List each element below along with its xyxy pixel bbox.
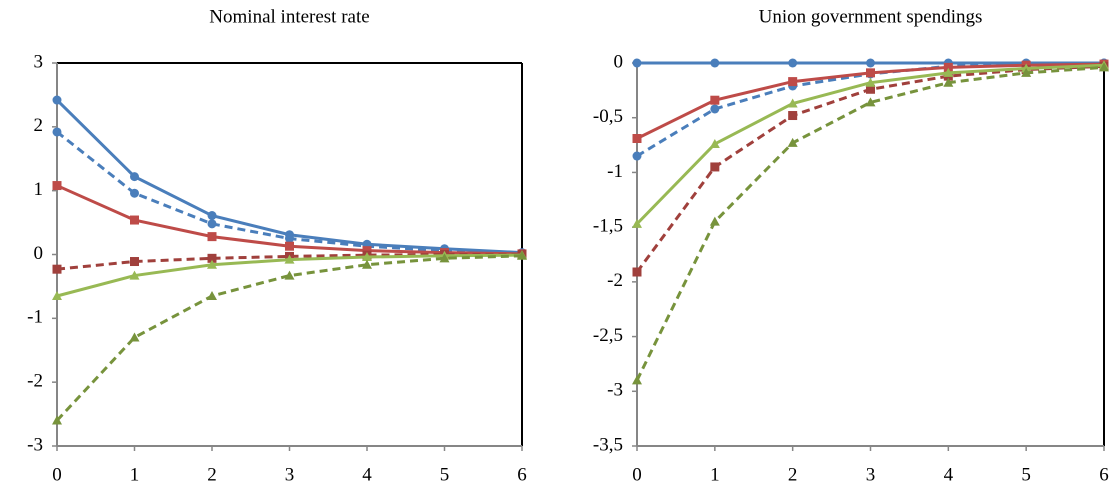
marker bbox=[866, 68, 875, 78]
marker bbox=[866, 84, 875, 94]
marker bbox=[52, 95, 62, 105]
marker bbox=[362, 259, 372, 269]
marker bbox=[52, 127, 62, 137]
x-tick-label: 4 bbox=[944, 464, 954, 485]
marker bbox=[632, 218, 642, 228]
chart-title: Nominal interest rate bbox=[209, 6, 369, 27]
y-tick-label: -3,5 bbox=[593, 434, 623, 455]
x-tick-label: 2 bbox=[207, 464, 217, 485]
marker bbox=[130, 172, 139, 182]
y-tick-label: -2 bbox=[607, 270, 623, 291]
marker bbox=[866, 58, 875, 68]
marker bbox=[943, 67, 954, 77]
x-tick-label: 3 bbox=[285, 464, 295, 485]
marker bbox=[517, 250, 527, 260]
marker bbox=[439, 253, 450, 263]
marker bbox=[788, 77, 798, 87]
marker bbox=[207, 253, 217, 263]
y-tick-label: 1 bbox=[34, 179, 44, 200]
x-tick-label: 1 bbox=[130, 464, 140, 485]
y-tick-label: -2 bbox=[27, 371, 43, 392]
marker bbox=[632, 375, 642, 385]
marker bbox=[632, 134, 642, 144]
marker bbox=[52, 290, 62, 300]
y-tick-label: 2 bbox=[34, 115, 44, 136]
chart-title: Union government spendings bbox=[759, 6, 983, 27]
marker bbox=[284, 254, 295, 264]
marker bbox=[632, 267, 642, 277]
marker bbox=[788, 58, 798, 68]
y-tick-label: -2,5 bbox=[593, 325, 623, 346]
x-tick-label: 0 bbox=[52, 464, 62, 485]
marker bbox=[207, 232, 217, 242]
marker bbox=[129, 270, 140, 280]
marker bbox=[709, 216, 720, 226]
marker bbox=[709, 138, 720, 148]
x-tick-label: 0 bbox=[632, 464, 642, 485]
marker bbox=[362, 252, 372, 262]
series-line bbox=[635, 64, 1105, 273]
marker bbox=[52, 415, 62, 425]
marker bbox=[207, 259, 217, 269]
x-tick-label: 4 bbox=[362, 464, 372, 485]
marker bbox=[710, 58, 720, 68]
marker bbox=[207, 290, 217, 300]
marker bbox=[632, 58, 642, 68]
marker bbox=[943, 62, 953, 72]
series-line bbox=[55, 98, 523, 255]
y-tick-label: -3 bbox=[607, 380, 623, 401]
marker bbox=[129, 332, 140, 342]
y-tick-label: 0 bbox=[34, 243, 44, 264]
x-tick-label: 5 bbox=[1021, 464, 1031, 485]
marker bbox=[207, 211, 217, 221]
y-tick-label: -1 bbox=[27, 307, 43, 328]
y-tick-label: 0 bbox=[614, 51, 624, 72]
x-tick-label: 6 bbox=[1099, 464, 1109, 485]
y-tick-label: -1 bbox=[607, 161, 623, 182]
x-tick-label: 2 bbox=[788, 464, 798, 485]
marker bbox=[865, 77, 876, 87]
y-tick-label: -3 bbox=[27, 434, 43, 455]
marker bbox=[710, 104, 720, 114]
marker bbox=[52, 181, 62, 191]
marker bbox=[865, 97, 876, 107]
x-tick-label: 3 bbox=[866, 464, 876, 485]
marker bbox=[130, 257, 139, 267]
x-tick-label: 5 bbox=[440, 464, 450, 485]
x-tick-label: 6 bbox=[517, 464, 527, 485]
marker bbox=[788, 111, 798, 121]
series-line bbox=[55, 254, 523, 422]
x-tick-label: 1 bbox=[710, 464, 720, 485]
y-tick-label: 3 bbox=[34, 51, 44, 72]
marker bbox=[787, 98, 798, 108]
marker bbox=[285, 241, 294, 251]
marker bbox=[632, 151, 642, 161]
y-tick-label: -0,5 bbox=[593, 106, 623, 127]
marker bbox=[52, 264, 62, 274]
marker bbox=[130, 188, 139, 198]
marker bbox=[787, 137, 798, 147]
marker bbox=[284, 270, 295, 280]
marker bbox=[710, 95, 720, 105]
marker bbox=[943, 77, 954, 87]
marker bbox=[285, 234, 294, 244]
marker bbox=[1099, 62, 1109, 72]
marker bbox=[1021, 67, 1032, 77]
marker bbox=[710, 162, 720, 172]
marker bbox=[130, 215, 139, 225]
marker bbox=[207, 219, 217, 229]
y-tick-label: -1,5 bbox=[593, 216, 623, 237]
